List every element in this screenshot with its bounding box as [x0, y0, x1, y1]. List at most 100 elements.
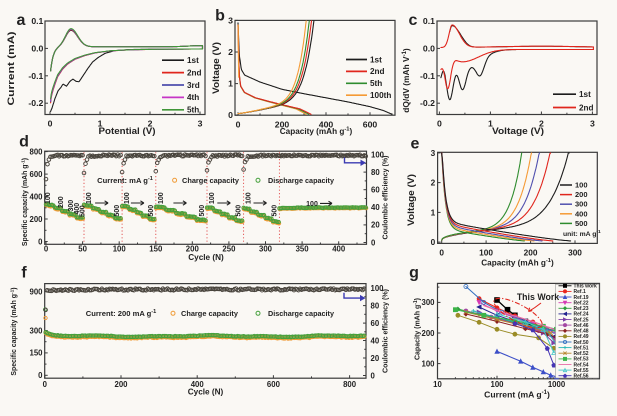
svg-text:400: 400	[575, 209, 588, 218]
svg-text:2nd: 2nd	[370, 67, 385, 76]
svg-text:2nd: 2nd	[579, 103, 594, 112]
svg-text:500: 500	[199, 205, 206, 217]
svg-text:0: 0	[38, 371, 43, 380]
svg-text:500: 500	[80, 205, 87, 217]
svg-text:0.1: 0.1	[31, 16, 43, 26]
svg-text:1: 1	[228, 79, 233, 89]
svg-text:0.1: 0.1	[423, 16, 435, 26]
svg-text:0: 0	[43, 380, 48, 389]
svg-text:80: 80	[371, 168, 380, 177]
svg-text:dQ/dV (mAh V-1): dQ/dV (mAh V-1)	[401, 48, 411, 113]
svg-text:20: 20	[371, 221, 380, 230]
svg-text:200: 200	[275, 119, 290, 129]
svg-text:Ref.25: Ref.25	[574, 317, 589, 323]
svg-text:100: 100	[209, 192, 216, 204]
svg-text:600: 600	[267, 380, 281, 389]
svg-text:150: 150	[29, 349, 43, 358]
svg-text:-0.1: -0.1	[28, 71, 43, 81]
svg-text:e: e	[411, 136, 420, 153]
svg-text:Cycle (N): Cycle (N)	[188, 253, 224, 262]
svg-text:350: 350	[296, 245, 310, 254]
svg-text:150: 150	[149, 245, 163, 254]
svg-text:-0.2: -0.2	[420, 98, 435, 108]
svg-text:200: 200	[421, 329, 435, 338]
svg-text:2nd: 2nd	[187, 68, 202, 77]
svg-text:100: 100	[490, 380, 504, 389]
svg-text:1: 1	[488, 119, 493, 129]
svg-text:Ref.50: Ref.50	[574, 340, 589, 346]
svg-text:4th: 4th	[187, 93, 199, 102]
svg-text:3: 3	[431, 148, 436, 158]
svg-text:200: 200	[29, 215, 43, 224]
svg-text:Ref.54: Ref.54	[574, 362, 589, 368]
svg-text:200: 200	[58, 196, 65, 208]
svg-text:Coulombic efficiency (%): Coulombic efficiency (%)	[381, 288, 390, 373]
svg-text:c: c	[409, 12, 418, 29]
svg-text:800: 800	[29, 147, 43, 156]
svg-text:5th: 5th	[187, 106, 199, 115]
svg-text:800: 800	[343, 380, 357, 389]
svg-text:-0.2: -0.2	[28, 98, 43, 108]
svg-text:0: 0	[48, 119, 53, 129]
svg-text:1: 1	[431, 207, 436, 217]
svg-text:Capacity (mAh g-1): Capacity (mAh g-1)	[280, 127, 353, 136]
svg-text:d: d	[19, 134, 29, 151]
svg-text:1st: 1st	[370, 55, 382, 64]
svg-text:Specific capacity (mAh g-1): Specific capacity (mAh g-1)	[20, 158, 29, 246]
svg-text:Ref.19: Ref.19	[574, 295, 589, 301]
svg-text:Cycle (N): Cycle (N)	[188, 387, 224, 396]
svg-text:0: 0	[437, 119, 442, 129]
svg-text:Ref.56: Ref.56	[574, 374, 589, 380]
svg-text:500: 500	[236, 205, 243, 217]
svg-text:300: 300	[29, 326, 43, 335]
svg-text:20: 20	[371, 354, 380, 363]
svg-text:300: 300	[421, 298, 435, 307]
svg-text:200: 200	[114, 380, 128, 389]
svg-text:500: 500	[114, 205, 121, 217]
svg-text:100: 100	[306, 201, 318, 208]
svg-text:60: 60	[371, 319, 380, 328]
svg-text:Charge capacity: Charge capacity	[182, 176, 240, 185]
svg-text:0: 0	[439, 247, 444, 257]
svg-text:Discharge capacity: Discharge capacity	[268, 176, 335, 185]
svg-text:0: 0	[236, 119, 241, 129]
svg-text:3: 3	[590, 119, 595, 129]
svg-text:-0.1: -0.1	[420, 71, 435, 81]
svg-text:900: 900	[29, 288, 43, 297]
svg-text:600: 600	[363, 119, 378, 129]
svg-text:Current: 200 mA g-1: Current: 200 mA g-1	[86, 309, 157, 318]
svg-text:200: 200	[524, 247, 538, 257]
svg-text:100: 100	[575, 181, 588, 190]
svg-text:100: 100	[421, 359, 435, 368]
svg-text:300: 300	[568, 247, 582, 257]
svg-text:600: 600	[29, 170, 43, 179]
svg-text:100: 100	[45, 192, 52, 204]
svg-text:0: 0	[228, 110, 233, 120]
svg-text:Voltage (V): Voltage (V)	[492, 126, 544, 136]
svg-text:a: a	[17, 12, 26, 29]
svg-text:1000: 1000	[548, 380, 566, 389]
svg-text:10: 10	[433, 380, 442, 389]
svg-text:Ref.49: Ref.49	[574, 334, 589, 340]
svg-text:Ref.1: Ref.1	[574, 289, 586, 295]
svg-text:400: 400	[319, 119, 334, 129]
svg-text:250: 250	[222, 245, 236, 254]
svg-text:400: 400	[29, 192, 43, 201]
svg-text:Ref.51: Ref.51	[574, 345, 589, 351]
svg-text:2: 2	[539, 119, 544, 129]
svg-text:500: 500	[575, 219, 588, 228]
svg-text:100: 100	[246, 192, 253, 204]
svg-text:5th: 5th	[370, 79, 382, 88]
svg-text:0: 0	[44, 245, 49, 254]
svg-text:Ref.52: Ref.52	[574, 351, 589, 357]
svg-text:Charge capacity: Charge capacity	[181, 309, 239, 318]
svg-text:3: 3	[198, 119, 203, 129]
svg-text:40: 40	[371, 203, 380, 212]
svg-text:300: 300	[575, 200, 588, 209]
svg-text:Ref.48: Ref.48	[574, 329, 589, 335]
svg-text:b: b	[215, 8, 225, 25]
svg-text:1st: 1st	[579, 90, 591, 99]
svg-text:This work: This work	[574, 284, 598, 290]
svg-text:300: 300	[68, 200, 75, 212]
svg-text:g: g	[409, 265, 419, 282]
